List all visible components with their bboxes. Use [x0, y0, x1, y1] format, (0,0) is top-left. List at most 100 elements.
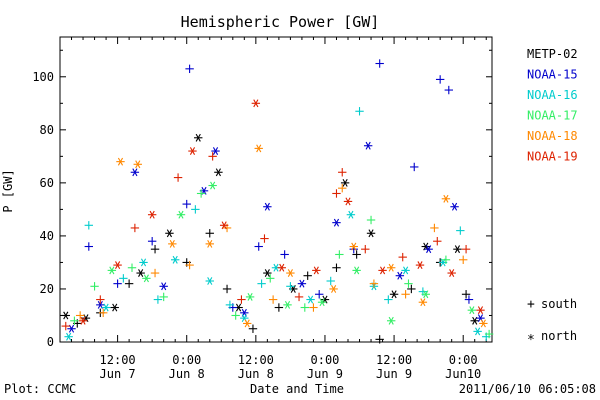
south-point [266, 274, 275, 283]
north-point [263, 202, 272, 211]
series-noaa-15 [67, 59, 485, 333]
north-point [159, 282, 168, 291]
south-point [401, 290, 410, 299]
north-point [366, 229, 376, 238]
north-point [78, 316, 88, 325]
south-marker-icon: + [527, 297, 535, 312]
south-point [361, 244, 370, 254]
north-point [96, 300, 105, 309]
south-point [90, 282, 99, 291]
south-point [384, 295, 393, 304]
north-point [349, 242, 358, 251]
south-point [119, 274, 128, 283]
south-point [404, 279, 413, 288]
south-point [274, 303, 284, 312]
north-point [389, 290, 399, 299]
south-point [196, 189, 206, 198]
south-point [335, 250, 344, 259]
north-point [418, 298, 428, 307]
south-point [70, 316, 79, 325]
plot-frame [59, 36, 493, 343]
footer-timestamp: 2011/06/10 06:05:08 [459, 382, 596, 396]
north-point [208, 181, 217, 190]
north-point [332, 218, 341, 227]
north-point [67, 324, 76, 333]
north-point [240, 308, 249, 317]
south-point [332, 263, 341, 272]
north-point [243, 319, 252, 328]
south-point [459, 255, 468, 264]
y-tick-label: 20 [40, 282, 54, 296]
series-noaa-16 [64, 107, 491, 341]
south-point [153, 295, 163, 304]
x-tick-time-label: 0:00 [311, 353, 340, 367]
x-axis-label: Date and Time [250, 382, 344, 396]
south-point [225, 300, 235, 310]
south-point [366, 215, 376, 225]
south-point [84, 221, 93, 230]
x-tick-date-label: Jun 8 [238, 367, 274, 381]
north-point [424, 245, 433, 254]
south-point [130, 223, 140, 233]
south-point [303, 271, 312, 280]
north-point [171, 255, 180, 264]
north-point [113, 261, 122, 270]
south-point [75, 311, 85, 320]
north-point [346, 210, 356, 219]
south-point [441, 255, 451, 264]
north-point [306, 295, 315, 304]
north-point [329, 285, 338, 293]
south-marker-label: south [541, 297, 577, 311]
south-point [182, 199, 191, 209]
north-point [387, 316, 396, 325]
north-point [168, 239, 177, 248]
south-point [231, 311, 240, 320]
north-point [277, 263, 286, 272]
north-point [254, 144, 263, 153]
south-point [185, 260, 194, 270]
north-point [476, 306, 485, 315]
south-point [338, 183, 347, 193]
north-point [263, 269, 272, 277]
south-point [286, 282, 295, 291]
south-point [398, 252, 407, 262]
north-point [312, 266, 321, 275]
south-point [375, 59, 384, 68]
north-marker-icon: * [527, 333, 535, 348]
south-point [280, 250, 289, 259]
north-point [340, 178, 350, 187]
north-point [110, 303, 119, 312]
south-point [326, 276, 335, 286]
south-point [185, 64, 194, 74]
x-tick-date-label: Jun 9 [307, 367, 343, 381]
north-point [283, 300, 292, 309]
y-tick-label: 40 [40, 229, 54, 243]
south-point [300, 303, 309, 312]
north-point [453, 245, 462, 254]
north-point [205, 277, 214, 285]
south-point [433, 237, 442, 246]
south-point [461, 290, 471, 299]
south-point [456, 226, 465, 235]
north-point [297, 279, 307, 288]
north-point [133, 160, 142, 169]
south-point [315, 290, 324, 299]
chart-title: Hemispheric Power [GW] [181, 13, 380, 31]
legend-item-noaa-15: NOAA-15 [527, 68, 578, 82]
south-point [124, 279, 134, 288]
north-point [142, 274, 151, 283]
north-point [395, 271, 405, 280]
legend-item-metp-02: METP-02 [527, 47, 578, 61]
south-point [237, 295, 246, 304]
x-tick-date-label: Jun 7 [100, 367, 136, 381]
north-point [107, 266, 117, 275]
north-point [61, 311, 70, 320]
north-point [421, 290, 430, 299]
south-point [222, 284, 232, 294]
north-point [116, 157, 125, 166]
south-point [332, 189, 341, 198]
north-point [130, 168, 140, 177]
series-noaa-17 [70, 181, 494, 339]
